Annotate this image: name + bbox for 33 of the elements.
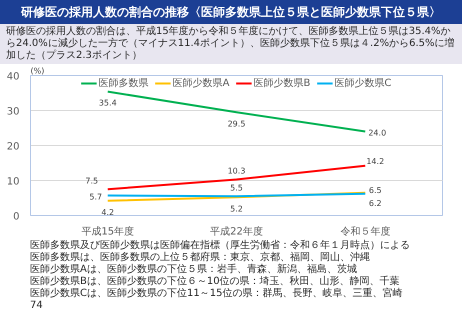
data-label: 24.0 <box>368 128 386 138</box>
x-tick-label: 令和５年度 <box>340 226 390 238</box>
data-label: 10.3 <box>228 166 246 176</box>
y-tick-label: 40 <box>6 72 20 82</box>
text: 医師少数県Cは、医師少数県の下位11～15位の県：群馬、長野、岐阜、三重、宮崎 <box>30 288 404 300</box>
y-tick-label: 20 <box>6 142 20 152</box>
legend-label: 医師少数県A <box>172 76 230 90</box>
text: 医師多数県は、医師多数県の上位５都府県：東京、京都、福岡、岡山、沖縄 <box>30 252 371 264</box>
y-axis-title: (%) <box>30 66 44 76</box>
text: 医師少数県Aは、医師少数県の下位５県：岩手、青森、新潟、福島、茨城 <box>30 264 358 276</box>
data-label: 29.5 <box>228 119 246 128</box>
chart-title: 研修医の採用人数の割合の推移〈医師多数県上位５県と医師少数県下位５県〉 <box>21 4 441 21</box>
data-label: 14.2 <box>366 156 384 166</box>
x-tick-label: 平成22年度 <box>210 226 263 238</box>
data-label: 6.2 <box>368 198 382 208</box>
data-label: 35.4 <box>98 98 117 108</box>
data-label: 6.5 <box>368 186 382 195</box>
text: 医師多数県及び医師少数県は医師偏在指標（厚生労働省：令和６年１月時点）による <box>30 240 410 252</box>
data-label: 4.2 <box>101 208 114 217</box>
legend-label: 医師多数県 <box>98 77 149 90</box>
data-label: 5.2 <box>230 204 243 214</box>
data-label: 5.7 <box>89 192 102 202</box>
text: 医師少数県Bは、医師少数県の下位６～10位の県：埼玉、秋田、山形、静岡、千葉 <box>30 276 401 288</box>
legend-label: 医師少数県B <box>253 76 310 90</box>
x-tick-label: 平成15年度 <box>81 226 134 238</box>
data-label: 5.5 <box>230 183 243 192</box>
y-tick-label: 0 <box>13 212 20 222</box>
text: 74 <box>30 300 44 312</box>
data-label: 7.5 <box>85 176 98 186</box>
y-tick-label: 30 <box>6 106 20 118</box>
legend-label: 医師少数県C <box>334 76 392 90</box>
y-tick-label: 10 <box>6 176 20 188</box>
chart-subtitle: 研修医の採用人数の割合は、平成15年度から令和５年度にかけて、医師多数県上位５県は35.4%から24.0%に減少した一方で（マイナス11.4ポイント）、医師少数県下位５県は４.2%から6.5%に増加した（プラス2.3ポイント） <box>6 26 456 62</box>
